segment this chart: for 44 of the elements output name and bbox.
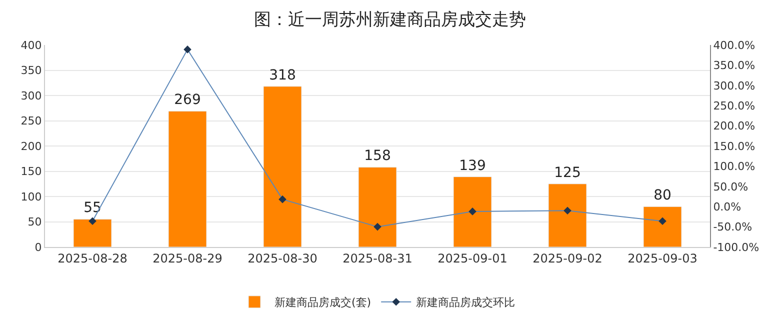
data-label: 139 [459, 158, 486, 174]
data-label: 158 [364, 148, 391, 164]
data-label: 55 [84, 200, 102, 216]
y-tick-label: 100 [20, 190, 42, 204]
y-tick-label: 50 [28, 216, 42, 229]
data-label: 269 [174, 92, 201, 108]
y-tick-label: 300 [20, 89, 42, 102]
x-tick-label: 2025-09-02 [532, 251, 602, 266]
y-tick-label: 250 [20, 114, 42, 128]
y2-tick-label: 400.0% [713, 38, 756, 52]
y-tick-label: 0 [34, 240, 42, 254]
y2-tick-label: 300.0% [713, 79, 756, 92]
x-tick-label: 2025-08-29 [152, 251, 222, 266]
y2-tick-label: 150.0% [713, 140, 756, 153]
y2-tick-label: 350.0% [713, 59, 756, 72]
y-tick-label: 150 [20, 165, 42, 178]
legend-label: 新建商品房成交(套) [274, 296, 372, 310]
y2-tick-label: 200.0% [713, 120, 756, 133]
bar [453, 176, 492, 247]
chart-title: 图：近一周苏州新建商品房成交走势 [254, 10, 526, 30]
y2-tick-label: -50.0% [713, 220, 752, 234]
y-tick-label: 350 [20, 64, 42, 78]
bar [73, 218, 112, 247]
y2-tick-label: 0.0% [713, 200, 742, 214]
data-label: 125 [554, 164, 581, 181]
x-tick-label: 2025-08-31 [342, 251, 412, 266]
y2-tick-label: 100.0% [713, 160, 756, 174]
data-label: 318 [269, 67, 296, 84]
bar [548, 184, 587, 247]
data-label: 80 [654, 188, 672, 204]
x-tick-label: 2025-09-01 [438, 251, 508, 266]
y2-tick-label: 50.0% [713, 180, 748, 194]
legend-label: 新建商品房成交环比 [416, 296, 516, 310]
y-tick-label: 400 [20, 38, 42, 52]
x-tick-label: 2025-08-30 [248, 251, 318, 266]
x-tick-label: 2025-09-03 [628, 251, 698, 266]
bar [263, 86, 302, 247]
bar [643, 206, 682, 247]
x-tick-label: 2025-08-28 [58, 251, 128, 266]
y-tick-label: 200 [20, 140, 42, 153]
y2-tick-label: -100.0% [713, 240, 760, 254]
y2-tick-label: 250.0% [713, 99, 756, 112]
bar [168, 110, 207, 247]
bar [358, 166, 397, 247]
